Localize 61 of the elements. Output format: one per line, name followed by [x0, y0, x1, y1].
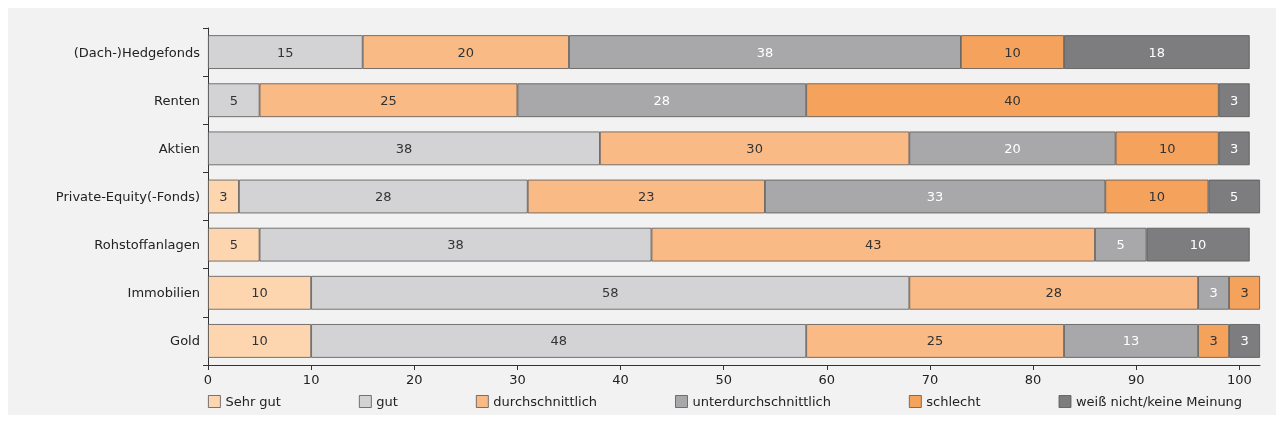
data-label: 28: [1045, 285, 1062, 301]
data-label: 20: [1004, 140, 1021, 156]
data-label: 10: [1189, 237, 1207, 253]
legend-label: gut: [376, 394, 398, 409]
data-label: 3: [1230, 92, 1239, 108]
data-label: 10: [251, 285, 268, 301]
legend-label: weiß nicht/keine Meinung: [1075, 394, 1243, 409]
y-tick-label: Private-Equity(-Fonds): [55, 189, 200, 204]
data-label: 23: [638, 189, 655, 204]
data-label: 5: [1116, 237, 1125, 253]
data-label: 30: [746, 140, 763, 156]
data-label: 13: [1122, 333, 1140, 349]
x-tick-label: 90: [1127, 372, 1145, 387]
legend-label: unterdurchschnittlich: [692, 394, 831, 409]
data-label: 15: [277, 44, 294, 60]
data-label: 5: [229, 237, 238, 253]
x-tick-label: 70: [921, 372, 939, 387]
y-tick-label: Gold: [170, 333, 200, 349]
x-tick-label: 0: [203, 372, 213, 387]
data-label: 38: [447, 237, 464, 253]
data-label: 33: [926, 189, 944, 204]
x-tick-label: 10: [302, 372, 320, 387]
data-label: 38: [756, 44, 774, 60]
legend-label: Sehr gut: [225, 394, 281, 409]
data-label: 25: [380, 92, 397, 108]
y-tick-label: Rohstoffanlagen: [94, 237, 200, 253]
data-label: 43: [864, 237, 882, 253]
data-label: 3: [1240, 333, 1249, 349]
data-label: 48: [550, 333, 567, 349]
data-label: 3: [1240, 285, 1249, 301]
x-tick-label: 100: [1226, 372, 1252, 387]
data-label: 38: [395, 140, 413, 156]
data-label: 20: [457, 44, 475, 60]
data-label: 10: [1004, 44, 1021, 60]
data-label: 58: [601, 285, 619, 301]
y-tick-label: Immobilien: [127, 285, 200, 301]
data-label: 5: [229, 92, 238, 108]
x-tick-label: 20: [406, 372, 423, 387]
data-label: 3: [1209, 285, 1218, 301]
data-label: 10: [1148, 189, 1166, 204]
data-label: 40: [1004, 92, 1021, 108]
data-label: 3: [219, 189, 228, 204]
legend-label: durchschnittlich: [493, 394, 598, 409]
y-tick-label: (Dach-)Hedgefonds: [73, 44, 201, 60]
data-label: 25: [926, 333, 944, 349]
data-label: 18: [1148, 44, 1166, 60]
data-label: 10: [1158, 140, 1176, 156]
data-label: 5: [1230, 189, 1239, 204]
data-label: 28: [653, 92, 671, 108]
x-tick-label: 80: [1024, 372, 1042, 387]
legend-label: schlecht: [926, 394, 981, 409]
data-label: 10: [251, 333, 268, 349]
data-label: 28: [375, 189, 392, 204]
data-label: 3: [1230, 140, 1239, 156]
x-tick-label: 30: [509, 372, 526, 387]
x-tick-label: 50: [715, 372, 732, 387]
y-tick-label: Aktien: [158, 140, 200, 156]
x-tick-label: 40: [612, 372, 629, 387]
data-label: 3: [1209, 333, 1218, 349]
y-tick-label: Renten: [153, 92, 200, 108]
x-tick-label: 60: [818, 372, 836, 387]
